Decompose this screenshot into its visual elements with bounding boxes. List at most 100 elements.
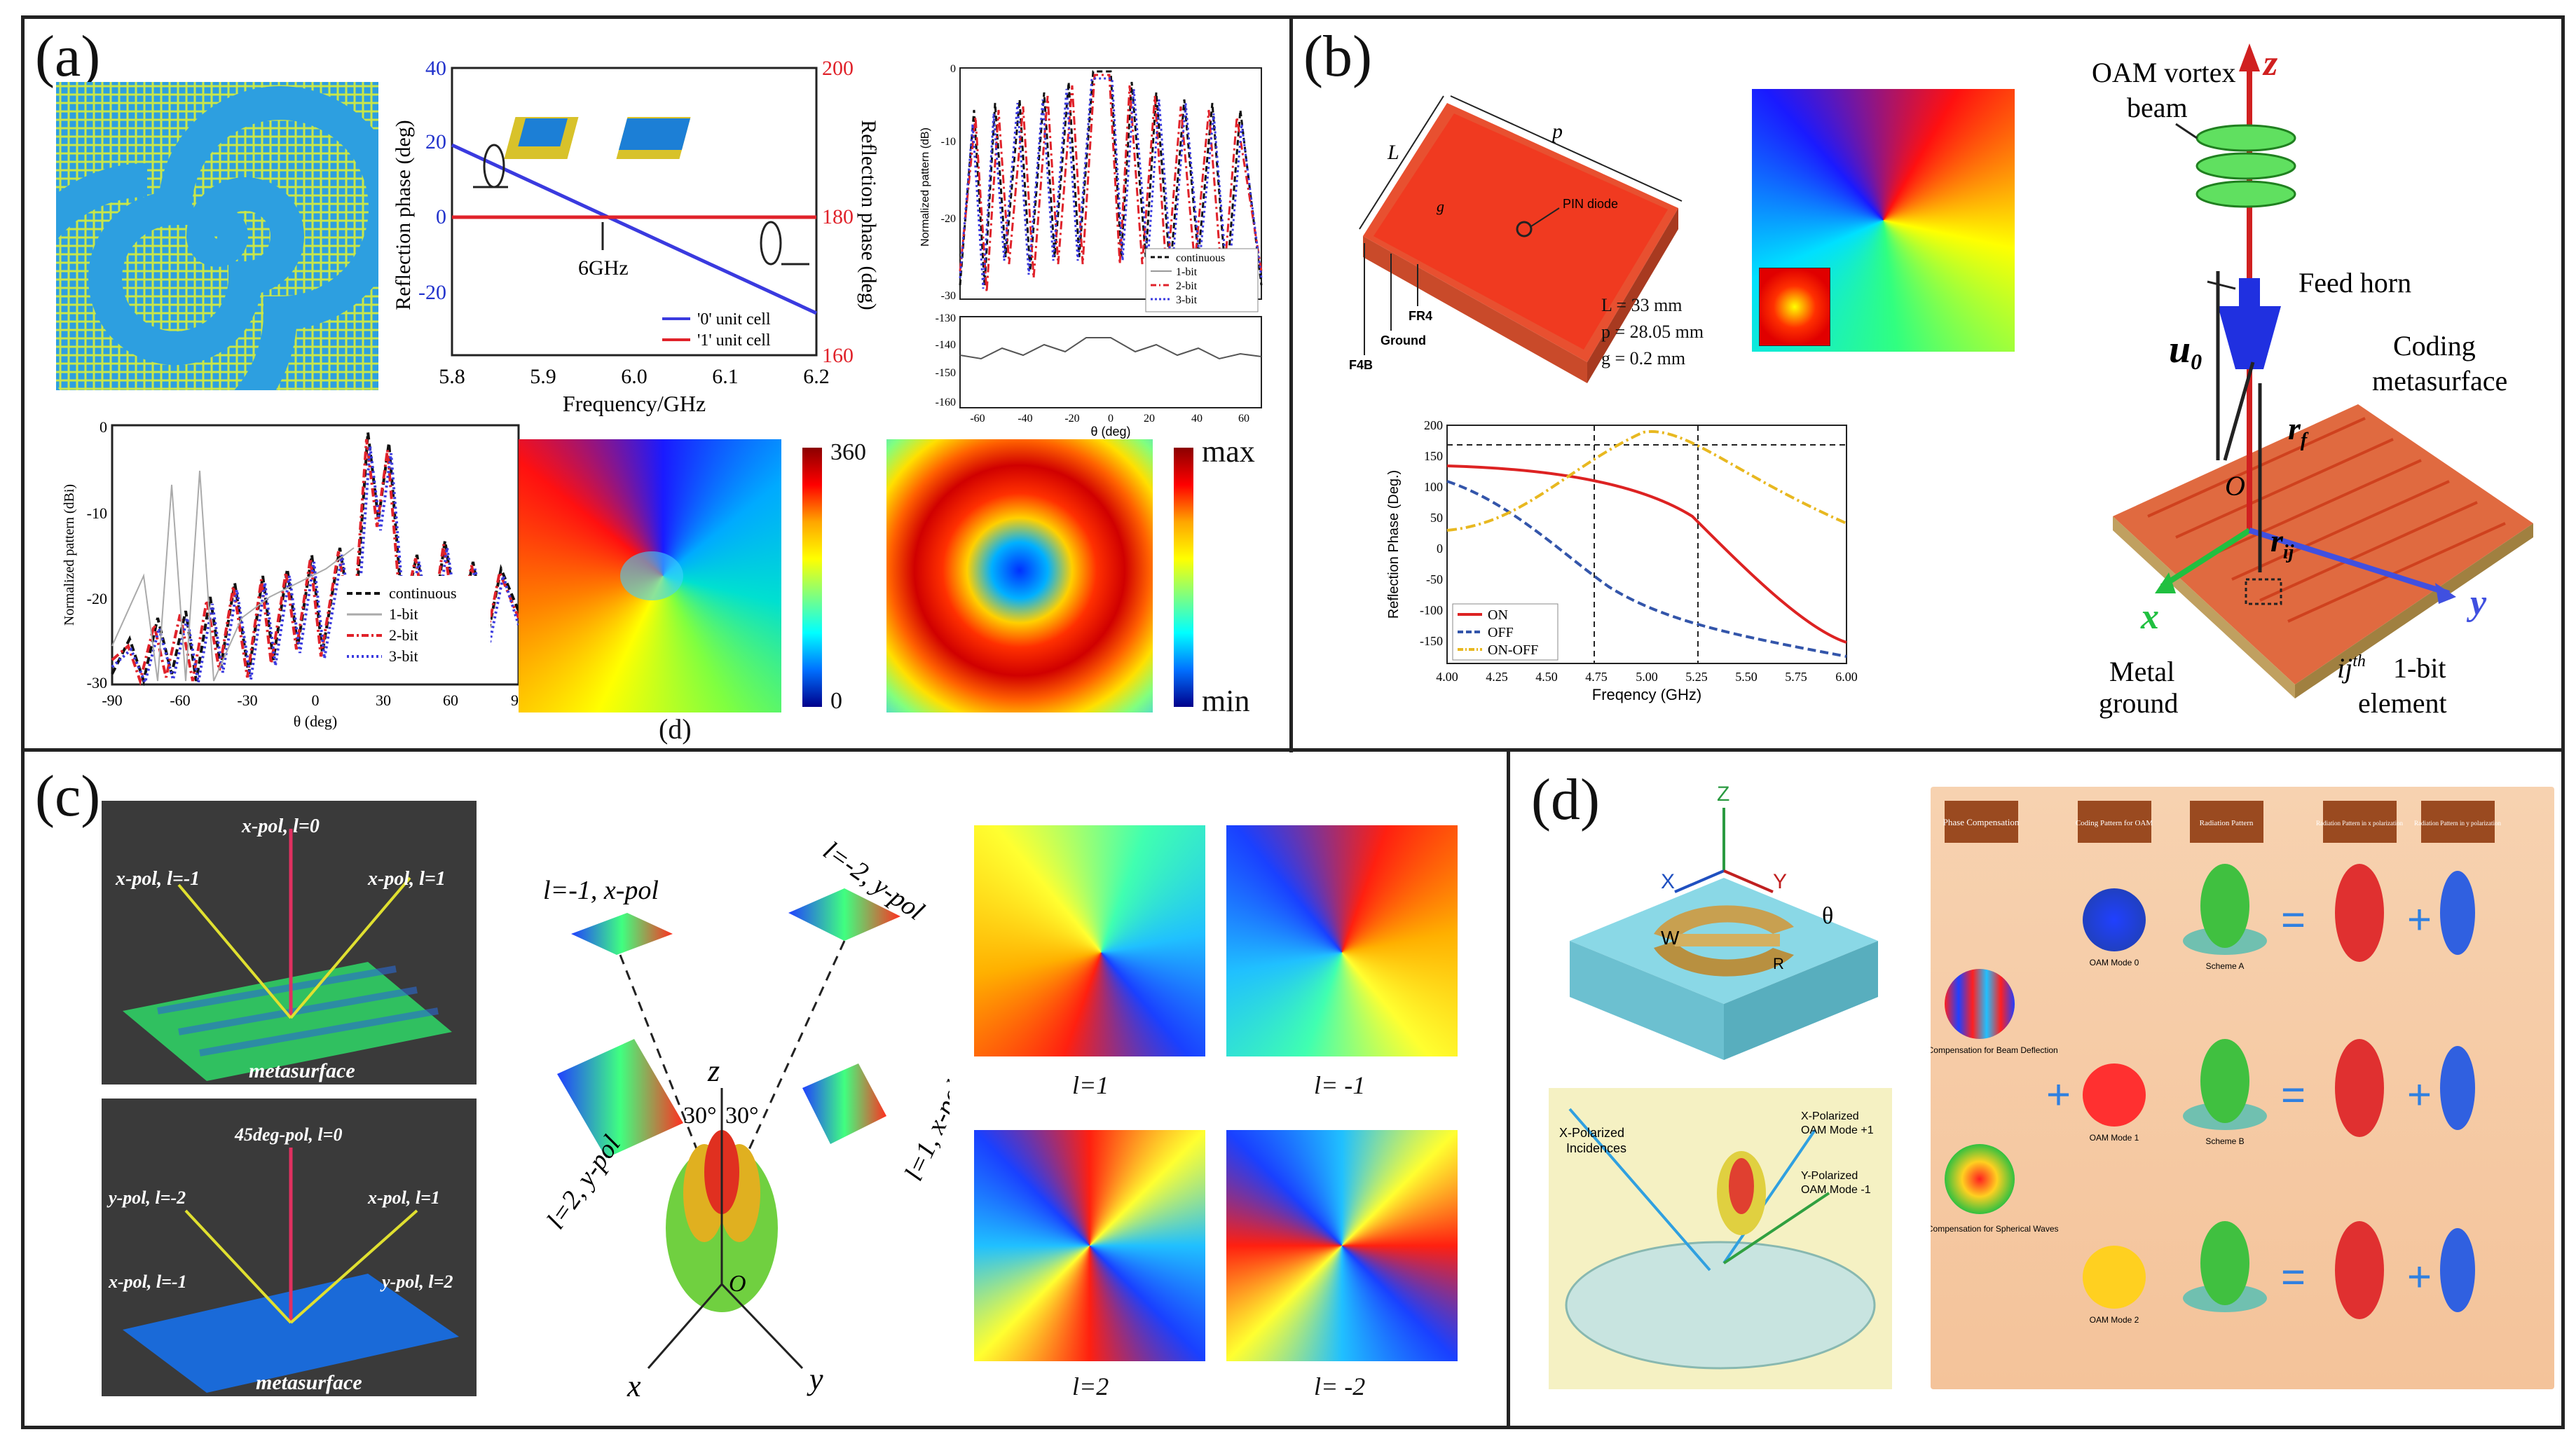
label-l1: l=1 xyxy=(1072,1071,1109,1099)
panel-a: (a) 6GHz 5.8 5.9 6.0 6.1 6.2 xyxy=(25,19,1289,748)
svg-text:Phase Compensation: Phase Compensation xyxy=(1943,817,2020,827)
svg-text:OFF: OFF xyxy=(1488,625,1514,640)
svg-text:metasurface: metasurface xyxy=(249,1059,355,1082)
scheme-illustration: Phase Compensation Coding Pattern for OA… xyxy=(1901,787,2554,1389)
svg-text:200: 200 xyxy=(1424,418,1443,432)
panel-d: (d) Z X Y W R θ X-Polarized Incidences X… xyxy=(1510,752,2561,1428)
label-elem-ij: ijth xyxy=(2337,652,2366,684)
svg-text:x-pol, l=-1: x-pol, l=-1 xyxy=(115,868,200,890)
svg-text:Radiation Pattern: Radiation Pattern xyxy=(2200,819,2254,827)
svg-text:y-pol, l=2: y-pol, l=2 xyxy=(380,1272,453,1292)
svg-text:y-pol, l=-2: y-pol, l=-2 xyxy=(107,1187,186,1208)
svg-text:x-pol, l=0: x-pol, l=0 xyxy=(241,815,320,837)
y-axis-label-right: Reflection phase (deg) xyxy=(857,120,879,310)
svg-text:5.00: 5.00 xyxy=(1636,670,1658,684)
svg-text:-60: -60 xyxy=(170,691,190,709)
beams-bottom: 45deg-pol, l=0 y-pol, l=-2 x-pol, l=1 x-… xyxy=(107,1124,459,1394)
oam-schematic: OAM vortex beam Feed horn Coding metasur… xyxy=(2092,43,2533,719)
svg-text:200: 200 xyxy=(822,57,854,80)
divider-vertical-bottom xyxy=(1507,748,1510,1429)
svg-text:60: 60 xyxy=(443,691,458,709)
svg-text:Z: Z xyxy=(1717,783,1729,806)
svg-text:+: + xyxy=(2046,1071,2071,1118)
center-radiation-schematic: l=-1, x-pol l=-2, y-pol l=2, y-pol l=1, … xyxy=(541,836,950,1403)
legend: continuous 1-bit 2-bit 3-bit xyxy=(1145,248,1259,312)
svg-text:5.50: 5.50 xyxy=(1735,670,1758,684)
label-oam: OAM vortex xyxy=(2092,57,2236,88)
svg-text:-30: -30 xyxy=(237,691,257,709)
label-feed: Feed horn xyxy=(2298,267,2411,298)
svg-text:=: = xyxy=(2281,896,2306,943)
svg-text:Incidences: Incidences xyxy=(1566,1141,1626,1155)
label-f4b: F4B xyxy=(1349,358,1373,372)
colorbar-phase-min: 0 xyxy=(830,688,842,714)
svg-text:-50: -50 xyxy=(1426,572,1443,586)
svg-text:+: + xyxy=(2407,1253,2432,1300)
divider-vertical-top xyxy=(1289,15,1293,752)
svg-text:-150: -150 xyxy=(936,367,956,379)
svg-text:X-Polarized: X-Polarized xyxy=(1559,1126,1624,1140)
svg-text:OAM Mode -1: OAM Mode -1 xyxy=(1801,1184,1871,1196)
svg-text:40: 40 xyxy=(1191,413,1203,425)
svg-text:2-bit: 2-bit xyxy=(1176,280,1198,292)
label-coding: Coding xyxy=(2393,330,2476,362)
phase-map-l1 xyxy=(974,825,1205,1056)
svg-text:5.9: 5.9 xyxy=(530,365,556,388)
vector-rf: rf xyxy=(2288,411,2309,451)
svg-text:Scheme B: Scheme B xyxy=(2205,1136,2244,1146)
svg-text:Y-Polarized: Y-Polarized xyxy=(1801,1170,1858,1182)
svg-text:θ: θ xyxy=(1822,903,1833,929)
svg-text:continuous: continuous xyxy=(389,584,457,602)
y-axis-label: Reflection Phase (Deg.) xyxy=(1386,470,1402,619)
svg-text:x-pol, l=1: x-pol, l=1 xyxy=(367,1187,440,1208)
headers: Phase Compensation Coding Pattern for OA… xyxy=(1943,801,2501,843)
svg-text:0: 0 xyxy=(312,691,320,709)
svg-text:4.00: 4.00 xyxy=(1436,670,1458,684)
svg-text:ON-OFF: ON-OFF xyxy=(1488,642,1538,658)
panel-c-label: (c) xyxy=(35,764,101,829)
measured-phase-map-center xyxy=(620,551,683,600)
svg-text:-140: -140 xyxy=(936,339,956,351)
svg-text:-20: -20 xyxy=(1064,413,1079,425)
svg-text:60: 60 xyxy=(1238,413,1249,425)
svg-text:45deg-pol, l=0: 45deg-pol, l=0 xyxy=(234,1124,342,1145)
image-top-dark: x-pol, l=0 x-pol, l=-1 x-pol, l=1 metasu… xyxy=(102,801,477,1084)
axis-x: x xyxy=(2140,597,2159,637)
svg-text:40: 40 xyxy=(425,57,446,80)
svg-text:150: 150 xyxy=(1424,449,1443,463)
label-diode: PIN diode xyxy=(1563,197,1618,211)
svg-text:-20: -20 xyxy=(87,590,107,607)
label-metal: Metal xyxy=(2109,656,2174,687)
svg-text:+: + xyxy=(2407,896,2432,943)
label-ground: ground xyxy=(2099,687,2178,719)
svg-text:0: 0 xyxy=(1437,542,1443,556)
y-axis-label: Normalized pattern (dBi) xyxy=(62,484,77,626)
vector-u0: u0 xyxy=(2169,328,2202,374)
y-ticks: 0 -10 -20 -30 -130 -140 -150 -160 xyxy=(936,63,956,408)
panel-c: (c) x-pol, l=0 x-pol, l=-1 x-pol, l=1 me… xyxy=(25,752,1507,1428)
svg-text:5.75: 5.75 xyxy=(1785,670,1807,684)
svg-text:W: W xyxy=(1661,927,1680,949)
svg-text:-20: -20 xyxy=(941,213,956,225)
y-ticks: 200 150 100 50 0 -50 -100 -150 xyxy=(1420,418,1443,648)
divider-horizontal xyxy=(21,748,2565,752)
svg-text:0: 0 xyxy=(950,63,956,75)
svg-text:OAM Mode 0: OAM Mode 0 xyxy=(2090,958,2139,968)
svg-text:-20: -20 xyxy=(418,281,446,304)
reflection-phase-chart: 6GHz 5.8 5.9 6.0 6.1 6.2 40 20 0 -20 200… xyxy=(392,57,879,416)
svg-text:6.1: 6.1 xyxy=(712,365,739,388)
svg-text:20: 20 xyxy=(1144,413,1155,425)
label-beam: beam xyxy=(2127,92,2188,123)
y-right-ticks: 200 180 160 xyxy=(822,57,854,367)
colorbar-amplitude-max: max xyxy=(1202,434,1255,469)
vortex-inset xyxy=(1759,268,1830,346)
svg-text:y: y xyxy=(807,1362,823,1396)
dim-g: g = 0.2 mm xyxy=(1601,348,1686,369)
panel-d-label: (d) xyxy=(1531,767,1600,832)
svg-text:5.25: 5.25 xyxy=(1685,670,1708,684)
svg-text:Phase Compensation for Spheric: Phase Compensation for Spherical Waves xyxy=(1931,1224,2059,1234)
svg-text:R: R xyxy=(1773,955,1784,972)
unit-cell-3d: Z X Y W R θ xyxy=(1570,783,1878,1060)
svg-text:-90: -90 xyxy=(102,691,122,709)
svg-text:x-pol, l=1: x-pol, l=1 xyxy=(367,868,446,890)
